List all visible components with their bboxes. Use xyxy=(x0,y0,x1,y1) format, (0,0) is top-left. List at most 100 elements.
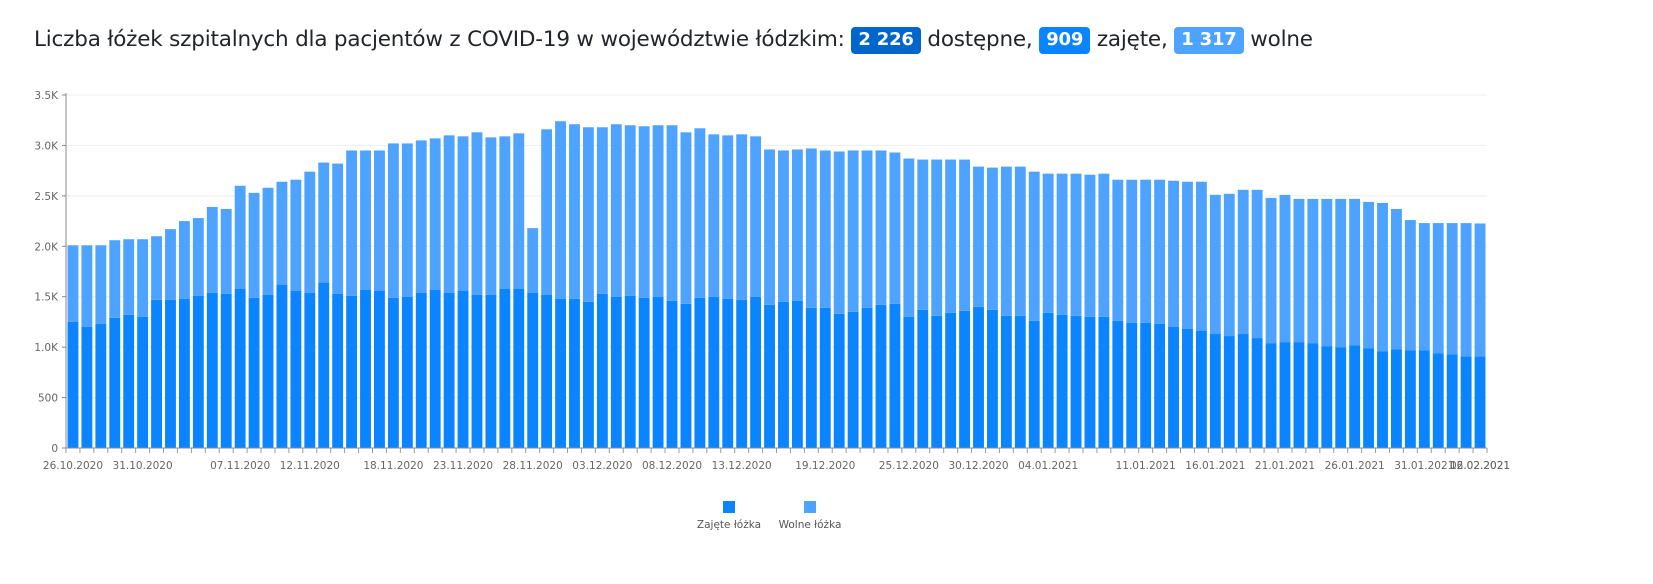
bar-occupied[interactable] xyxy=(1307,343,1319,448)
bar-free[interactable] xyxy=(624,125,636,296)
bar-occupied[interactable] xyxy=(1391,349,1402,448)
bar-occupied[interactable] xyxy=(1460,356,1472,448)
bar-occupied[interactable] xyxy=(791,300,803,448)
bar-free[interactable] xyxy=(95,245,107,324)
bar-occupied[interactable] xyxy=(624,295,636,448)
bar-free[interactable] xyxy=(582,127,594,302)
bar-free[interactable] xyxy=(415,140,427,293)
bar-free[interactable] xyxy=(1307,198,1319,344)
bar-occupied[interactable] xyxy=(123,314,135,448)
bar-occupied[interactable] xyxy=(1000,315,1012,448)
bar-free[interactable] xyxy=(1237,189,1249,335)
bar-free[interactable] xyxy=(638,126,650,298)
bar-occupied[interactable] xyxy=(778,301,789,448)
bar-free[interactable] xyxy=(819,150,831,308)
bar-occupied[interactable] xyxy=(206,292,218,448)
bar-occupied[interactable] xyxy=(443,292,455,448)
bar-occupied[interactable] xyxy=(1070,315,1082,448)
bar-occupied[interactable] xyxy=(736,299,748,448)
bar-free[interactable] xyxy=(513,133,525,289)
bar-occupied[interactable] xyxy=(513,288,525,448)
bar-free[interactable] xyxy=(750,136,762,297)
bar-occupied[interactable] xyxy=(861,307,873,448)
bar-free[interactable] xyxy=(1265,197,1277,344)
bar-occupied[interactable] xyxy=(527,292,539,448)
bar-free[interactable] xyxy=(1446,223,1458,355)
bar-free[interactable] xyxy=(1293,198,1305,343)
bar-occupied[interactable] xyxy=(387,297,399,448)
bar-occupied[interactable] xyxy=(429,289,441,448)
bar-occupied[interactable] xyxy=(137,316,149,448)
bar-occupied[interactable] xyxy=(931,315,943,448)
bar-occupied[interactable] xyxy=(95,323,107,448)
bar-occupied[interactable] xyxy=(750,296,762,448)
bar-occupied[interactable] xyxy=(234,288,246,448)
bar-occupied[interactable] xyxy=(652,296,664,448)
bar-occupied[interactable] xyxy=(165,299,176,448)
bar-free[interactable] xyxy=(360,150,371,290)
legend-item[interactable]: Wolne łóżka xyxy=(779,501,842,531)
bar-free[interactable] xyxy=(764,149,775,305)
bar-free[interactable] xyxy=(318,162,330,283)
bar-occupied[interactable] xyxy=(332,293,344,448)
bar-occupied[interactable] xyxy=(1335,347,1347,448)
bar-occupied[interactable] xyxy=(1321,346,1333,448)
bar-occupied[interactable] xyxy=(833,313,845,448)
bar-occupied[interactable] xyxy=(1363,348,1375,448)
bar-occupied[interactable] xyxy=(192,295,204,448)
bar-free[interactable] xyxy=(666,125,678,301)
bar-occupied[interactable] xyxy=(457,290,469,448)
bar-free[interactable] xyxy=(680,132,692,304)
bar-free[interactable] xyxy=(234,185,246,289)
bar-occupied[interactable] xyxy=(1237,334,1249,448)
bar-free[interactable] xyxy=(304,171,316,293)
bar-free[interactable] xyxy=(1460,223,1472,357)
bar-occupied[interactable] xyxy=(1126,322,1138,448)
bar-free[interactable] xyxy=(499,136,511,289)
bar-free[interactable] xyxy=(1363,201,1375,349)
bar-occupied[interactable] xyxy=(555,298,566,448)
bar-free[interactable] xyxy=(1391,208,1402,350)
bar-free[interactable] xyxy=(1223,193,1235,337)
bar-free[interactable] xyxy=(1168,180,1179,327)
bar-occupied[interactable] xyxy=(582,301,594,448)
bar-free[interactable] xyxy=(1404,220,1416,351)
bar-free[interactable] xyxy=(1000,166,1012,316)
bar-occupied[interactable] xyxy=(680,303,692,448)
bar-free[interactable] xyxy=(374,150,385,291)
bar-occupied[interactable] xyxy=(109,317,121,448)
bar-free[interactable] xyxy=(1182,181,1193,329)
bar-free[interactable] xyxy=(206,206,218,293)
bar-occupied[interactable] xyxy=(178,298,190,448)
bar-free[interactable] xyxy=(276,181,288,285)
bar-occupied[interactable] xyxy=(471,294,483,448)
bar-free[interactable] xyxy=(248,192,260,298)
bar-occupied[interactable] xyxy=(875,304,887,448)
bar-occupied[interactable] xyxy=(903,316,915,448)
bar-free[interactable] xyxy=(220,208,232,294)
bar-free[interactable] xyxy=(791,149,803,301)
bar-free[interactable] xyxy=(889,152,901,304)
bar-free[interactable] xyxy=(485,137,497,295)
bar-occupied[interactable] xyxy=(610,296,622,448)
bar-free[interactable] xyxy=(694,128,706,298)
bar-free[interactable] xyxy=(192,218,204,296)
bar-free[interactable] xyxy=(1321,198,1333,347)
bar-occupied[interactable] xyxy=(1223,336,1235,448)
bar-occupied[interactable] xyxy=(945,312,957,448)
bar-free[interactable] xyxy=(875,150,887,305)
bar-free[interactable] xyxy=(1098,173,1110,317)
bar-free[interactable] xyxy=(1126,179,1138,323)
bar-free[interactable] xyxy=(457,136,469,291)
bar-occupied[interactable] xyxy=(401,296,413,448)
bar-free[interactable] xyxy=(346,150,358,296)
bar-free[interactable] xyxy=(471,132,483,295)
bar-free[interactable] xyxy=(973,166,984,307)
bar-free[interactable] xyxy=(1377,202,1388,352)
bar-free[interactable] xyxy=(610,124,622,297)
bar-occupied[interactable] xyxy=(1028,320,1040,448)
bar-free[interactable] xyxy=(401,143,413,297)
bar-free[interactable] xyxy=(1140,179,1152,323)
bar-occupied[interactable] xyxy=(1056,314,1068,448)
bar-free[interactable] xyxy=(1195,181,1207,332)
